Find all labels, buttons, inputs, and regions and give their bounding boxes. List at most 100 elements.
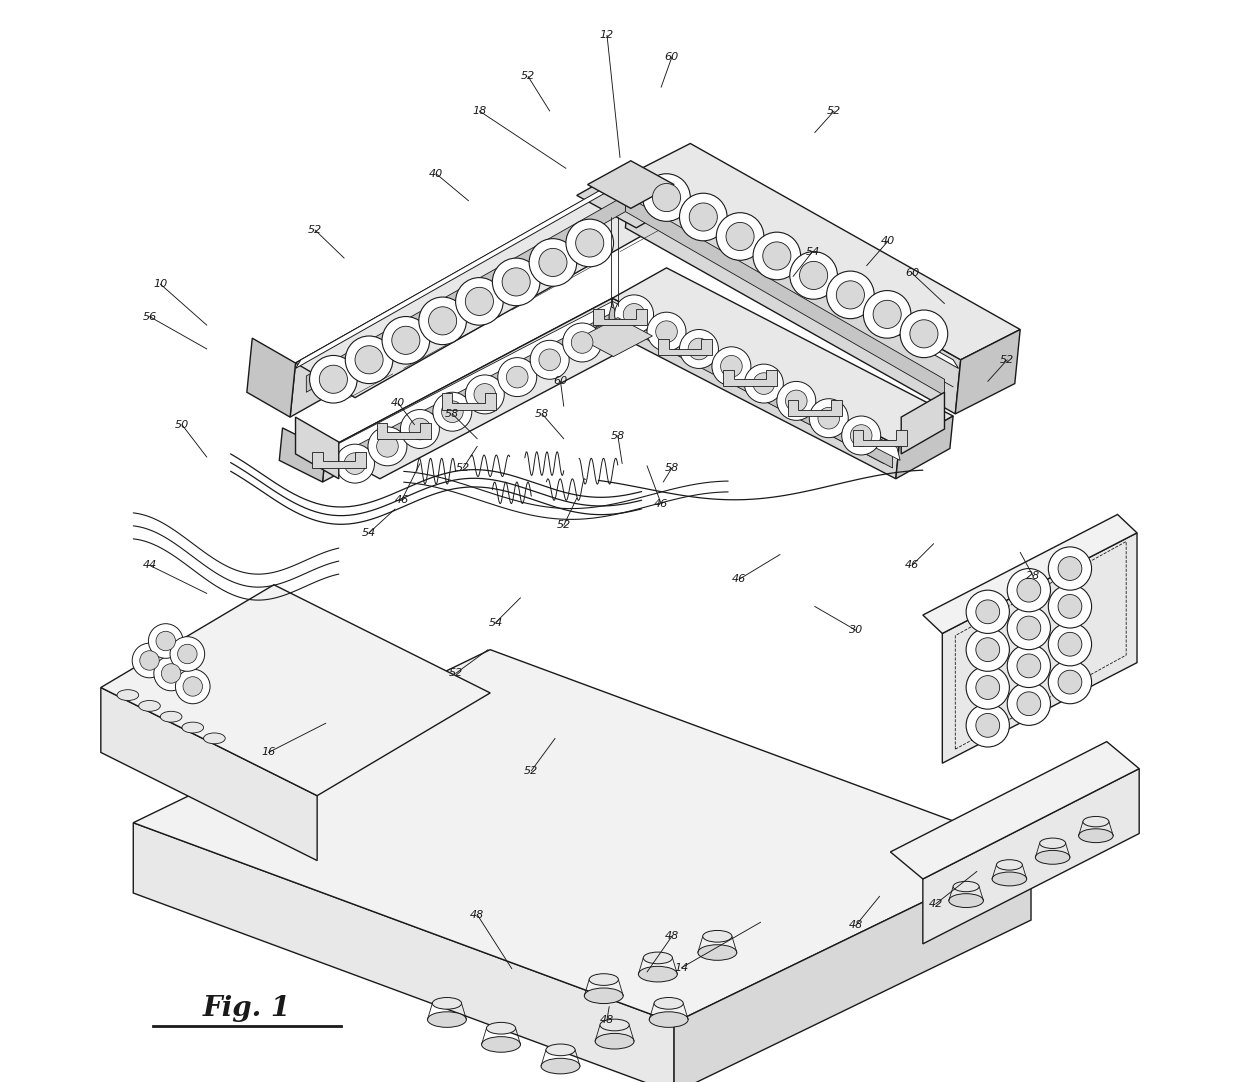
Polygon shape (133, 823, 675, 1083)
Circle shape (345, 336, 393, 383)
Circle shape (624, 303, 645, 325)
Text: 52: 52 (525, 766, 538, 775)
Circle shape (976, 638, 999, 662)
Circle shape (382, 316, 429, 364)
Circle shape (433, 392, 471, 431)
Circle shape (873, 300, 901, 328)
Circle shape (1017, 578, 1040, 602)
Ellipse shape (595, 1033, 634, 1049)
Polygon shape (613, 268, 954, 446)
Polygon shape (631, 143, 1021, 360)
Text: 14: 14 (675, 963, 688, 973)
Circle shape (1007, 606, 1050, 650)
Text: 54: 54 (489, 617, 502, 628)
Circle shape (345, 453, 366, 474)
Polygon shape (723, 369, 776, 386)
Circle shape (647, 312, 686, 351)
Circle shape (1048, 623, 1091, 666)
Circle shape (161, 664, 181, 683)
Ellipse shape (139, 701, 160, 712)
Ellipse shape (653, 997, 683, 1009)
Polygon shape (295, 417, 339, 479)
Text: 56: 56 (143, 312, 156, 322)
Text: 58: 58 (534, 409, 549, 419)
Circle shape (175, 669, 210, 704)
Text: 44: 44 (143, 560, 156, 571)
Circle shape (1058, 632, 1081, 656)
Circle shape (818, 407, 839, 429)
Ellipse shape (433, 997, 461, 1009)
Text: Fig. 1: Fig. 1 (203, 995, 291, 1022)
Circle shape (170, 637, 205, 671)
Circle shape (368, 427, 407, 466)
Circle shape (976, 676, 999, 700)
Ellipse shape (644, 952, 672, 964)
Polygon shape (609, 305, 893, 468)
Polygon shape (895, 416, 954, 479)
Circle shape (177, 644, 197, 664)
Text: 52: 52 (308, 225, 322, 235)
Circle shape (575, 229, 604, 257)
Circle shape (744, 364, 784, 403)
Circle shape (506, 366, 528, 388)
Ellipse shape (639, 966, 677, 982)
Polygon shape (577, 165, 691, 227)
Text: 52: 52 (557, 520, 570, 531)
Circle shape (156, 631, 175, 651)
Text: 60: 60 (665, 52, 680, 62)
Circle shape (1048, 547, 1091, 590)
Circle shape (717, 212, 764, 260)
Polygon shape (787, 400, 842, 416)
Ellipse shape (584, 988, 624, 1004)
Text: 60: 60 (905, 269, 919, 278)
Circle shape (1017, 616, 1040, 640)
Polygon shape (890, 742, 1140, 879)
Circle shape (680, 193, 727, 240)
Circle shape (320, 365, 347, 393)
Circle shape (502, 268, 531, 296)
Ellipse shape (650, 1012, 688, 1028)
Circle shape (1058, 595, 1081, 618)
Text: 10: 10 (154, 279, 167, 289)
Polygon shape (923, 514, 1137, 634)
Circle shape (652, 183, 681, 211)
Polygon shape (658, 339, 712, 355)
Circle shape (531, 340, 569, 379)
Circle shape (725, 222, 754, 250)
Circle shape (355, 345, 383, 374)
Polygon shape (588, 160, 675, 208)
Ellipse shape (1079, 828, 1114, 843)
Polygon shape (306, 195, 625, 392)
Polygon shape (923, 769, 1140, 944)
Circle shape (680, 329, 718, 368)
Circle shape (1007, 569, 1050, 612)
Ellipse shape (117, 690, 139, 701)
Polygon shape (327, 301, 613, 460)
Circle shape (565, 219, 614, 266)
Text: 52: 52 (827, 106, 841, 116)
Text: 16: 16 (262, 747, 275, 757)
Circle shape (842, 416, 880, 455)
Ellipse shape (1083, 817, 1109, 826)
Circle shape (712, 347, 751, 386)
Text: 18: 18 (472, 106, 486, 116)
Circle shape (776, 381, 816, 420)
Polygon shape (441, 393, 496, 409)
Polygon shape (100, 688, 317, 861)
Circle shape (1007, 644, 1050, 688)
Polygon shape (613, 301, 900, 460)
Circle shape (720, 355, 743, 377)
Circle shape (539, 349, 560, 370)
Ellipse shape (698, 944, 737, 961)
Polygon shape (675, 850, 1030, 1083)
Circle shape (810, 399, 848, 438)
Ellipse shape (486, 1022, 516, 1034)
Polygon shape (625, 175, 959, 368)
Circle shape (465, 287, 494, 315)
Circle shape (149, 624, 184, 658)
Circle shape (863, 290, 911, 338)
Polygon shape (593, 309, 647, 325)
Circle shape (790, 251, 837, 299)
Polygon shape (311, 452, 366, 468)
Circle shape (827, 271, 874, 318)
